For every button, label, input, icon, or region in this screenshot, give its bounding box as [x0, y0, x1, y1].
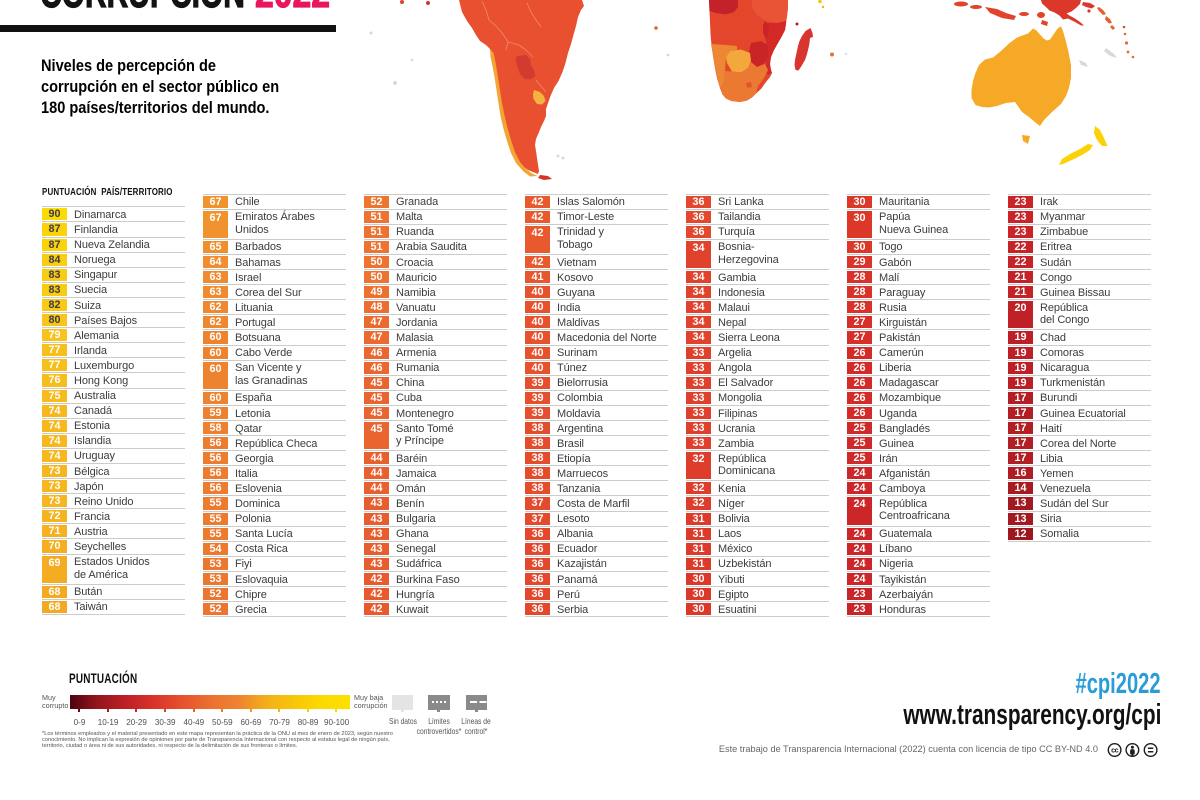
- svg-text:cc: cc: [1111, 745, 1118, 754]
